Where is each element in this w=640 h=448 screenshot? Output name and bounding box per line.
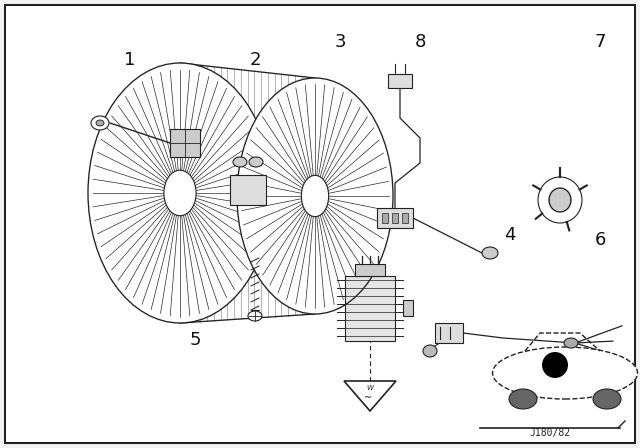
Ellipse shape [538,177,582,223]
Bar [170,129,200,157]
Ellipse shape [88,63,272,323]
Ellipse shape [164,170,196,216]
Bar [230,175,266,205]
Text: 8: 8 [414,33,426,51]
Ellipse shape [423,345,437,357]
Text: W: W [367,385,373,391]
Text: 3: 3 [334,33,346,51]
Bar [392,213,398,223]
Text: 2: 2 [249,51,260,69]
Polygon shape [344,381,396,411]
Circle shape [542,352,568,378]
Ellipse shape [482,247,498,259]
Text: ~: ~ [364,393,372,403]
Ellipse shape [493,347,637,399]
Bar [402,213,408,223]
Text: 4: 4 [504,226,516,244]
Ellipse shape [91,116,109,130]
Text: 6: 6 [595,231,605,249]
Bar [377,208,413,228]
Ellipse shape [96,120,104,126]
Ellipse shape [237,78,393,314]
Bar [388,74,412,88]
Ellipse shape [233,157,247,167]
Bar [355,263,385,276]
Bar [435,323,463,343]
Text: 5: 5 [189,331,201,349]
Bar [382,213,388,223]
Text: J180/82: J180/82 [529,428,571,438]
Ellipse shape [564,338,578,348]
Bar [403,300,413,316]
Bar [345,276,395,340]
Ellipse shape [248,311,262,321]
Ellipse shape [509,389,537,409]
Ellipse shape [593,389,621,409]
Ellipse shape [301,175,329,217]
Text: 7: 7 [595,33,605,51]
Text: 1: 1 [124,51,136,69]
Ellipse shape [549,188,571,212]
Ellipse shape [249,157,263,167]
